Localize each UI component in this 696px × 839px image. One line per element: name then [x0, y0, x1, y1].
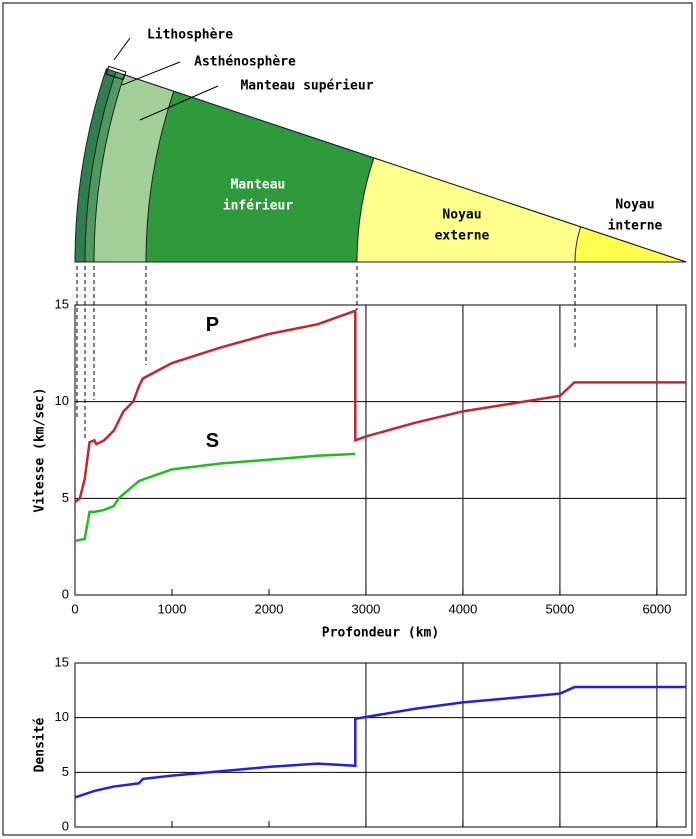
layer-label: interne: [608, 219, 663, 234]
series-label: P: [206, 314, 219, 336]
y-tick-label: 0: [62, 586, 69, 601]
layer-label: Noyau: [615, 198, 654, 213]
y-axis-title: Densité: [33, 717, 48, 772]
boundary-guides: [76, 266, 576, 440]
y-tick-label: 0: [62, 818, 69, 833]
layer-label: inférieur: [223, 199, 294, 214]
layer-label: externe: [435, 229, 490, 244]
earth-section: [74, 68, 687, 263]
y-tick-label: 10: [55, 393, 69, 408]
x-axis-title: Profondeur (km): [322, 626, 439, 641]
pointer: [113, 37, 131, 61]
series-line: [74, 685, 686, 799]
pointer: [139, 85, 219, 121]
x-tick-label: 5000: [545, 601, 574, 616]
x-tick-label: 4000: [448, 601, 477, 616]
x-tick-label: 3000: [351, 601, 380, 616]
layer-label: Manteau: [231, 178, 286, 193]
y-tick-label: 10: [55, 709, 69, 724]
series-label: S: [206, 430, 219, 452]
y-tick-label: 5: [62, 764, 69, 779]
x-tick-label: 2000: [255, 601, 284, 616]
y-tick-label: 5: [62, 490, 69, 505]
y-tick-label: 15: [55, 296, 69, 311]
series-line: [74, 452, 356, 543]
layer-label: Manteau supérieur: [240, 79, 373, 94]
series-line: [74, 309, 686, 504]
x-tick-label: 0: [71, 601, 78, 616]
layer-label: Asthénosphère: [194, 55, 296, 70]
layer-label: Noyau: [442, 208, 481, 223]
pointer: [121, 61, 181, 86]
x-tick-label: 6000: [642, 601, 671, 616]
y-axis-title: Vitesse (km/sec): [33, 387, 48, 512]
lithosphere-box: [105, 65, 127, 81]
layer: [574, 226, 687, 263]
y-tick-label: 15: [55, 654, 69, 669]
layer-label: Lithosphère: [147, 28, 233, 43]
label-pointers: [105, 37, 219, 121]
x-tick-label: 1000: [158, 601, 187, 616]
